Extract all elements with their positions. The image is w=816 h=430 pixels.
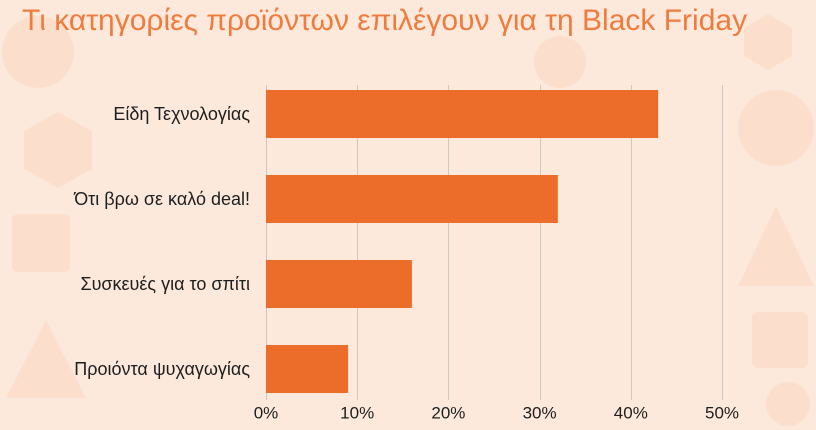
x-axis-tick-labels: 0% 10% 20% 30% 40% 50% <box>254 404 739 423</box>
category-label: Ότι βρω σε καλό deal! <box>73 189 250 209</box>
x-tick-label: 40% <box>614 404 648 423</box>
background-shape <box>2 16 74 88</box>
bar <box>266 175 558 223</box>
x-tick-label: 30% <box>523 404 557 423</box>
background-shape <box>6 320 86 398</box>
background-shape <box>752 312 808 368</box>
bar <box>266 260 412 308</box>
background-shape <box>534 36 586 88</box>
bars <box>266 90 659 393</box>
x-tick-label: 50% <box>705 404 739 423</box>
category-label: Συσκευές για το σπίτι <box>80 274 250 294</box>
category-labels: Είδη Τεχνολογίας Ότι βρω σε καλό deal! Συσ… <box>73 104 250 379</box>
category-label: Είδη Τεχνολογίας <box>113 104 250 124</box>
background-shape <box>24 112 92 188</box>
bar <box>266 345 349 393</box>
background-shape <box>738 206 814 286</box>
chart-title: Τι κατηγορίες προϊόντων επιλέγουν για τη… <box>22 4 747 37</box>
category-label: Προιόντα ψυχαγωγίας <box>74 359 250 379</box>
x-tick-label: 20% <box>431 404 465 423</box>
x-tick-label: 0% <box>254 404 279 423</box>
x-tick-label: 10% <box>340 404 374 423</box>
background-shape <box>766 382 810 426</box>
background-shape <box>738 90 814 166</box>
bar <box>266 90 659 138</box>
background-shape <box>744 14 792 70</box>
background-pattern <box>2 14 814 426</box>
background-shape <box>12 214 70 272</box>
